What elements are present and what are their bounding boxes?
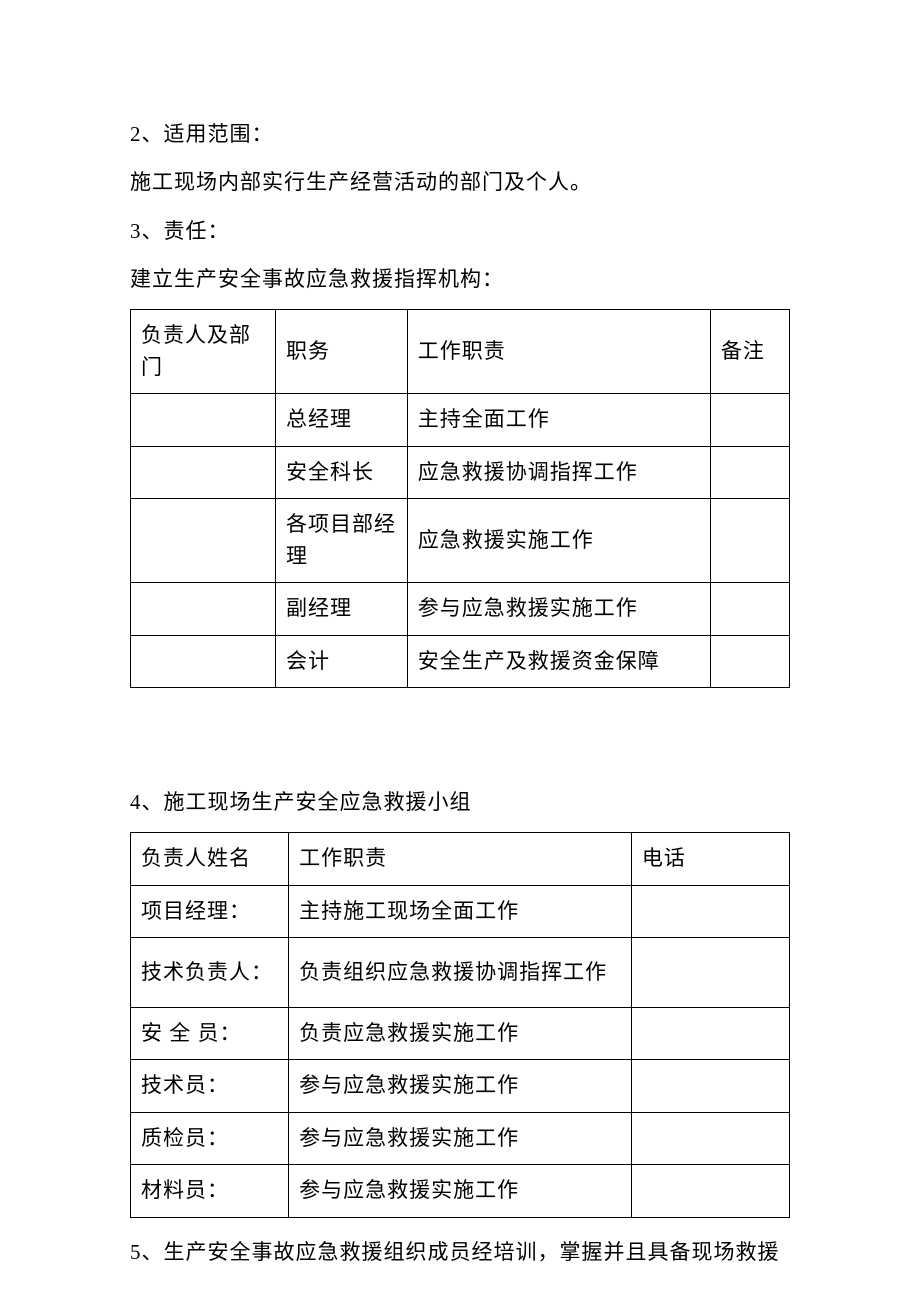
table-cell <box>131 446 276 499</box>
table-cell: 安 全 员： <box>131 1007 289 1060</box>
table-row: 副经理 参与应急救援实施工作 <box>131 583 790 636</box>
table-cell <box>131 394 276 447</box>
table-cell: 负责组织应急救援协调指挥工作 <box>289 938 632 1007</box>
table-row: 质检员： 参与应急救援实施工作 <box>131 1112 790 1165</box>
table-header-cell: 电话 <box>631 833 789 886</box>
table-row: 各项目部经理 应急救援实施工作 <box>131 499 790 583</box>
table-row: 安 全 员： 负责应急救援实施工作 <box>131 1007 790 1060</box>
table-cell: 质检员： <box>131 1112 289 1165</box>
table-cell: 主持施工现场全面工作 <box>289 885 632 938</box>
table-cell: 安全生产及救援资金保障 <box>407 635 710 688</box>
table-cell <box>631 1165 789 1218</box>
table-cell: 材料员： <box>131 1165 289 1218</box>
table-row: 负责人姓名 工作职责 电话 <box>131 833 790 886</box>
table-cell <box>631 1007 789 1060</box>
table-cell: 总经理 <box>275 394 407 447</box>
table-cell <box>131 635 276 688</box>
table-cell <box>131 499 276 583</box>
table-cell: 各项目部经理 <box>275 499 407 583</box>
table-row: 技术负责人： 负责组织应急救援协调指挥工作 <box>131 938 790 1007</box>
rescue-team-table: 负责人姓名 工作职责 电话 项目经理： 主持施工现场全面工作 技术负责人： 负责… <box>130 832 790 1217</box>
table-cell <box>631 1060 789 1113</box>
table-row: 负责人及部门 职务 工作职责 备注 <box>131 310 790 394</box>
table-cell: 会计 <box>275 635 407 688</box>
table-row: 总经理 主持全面工作 <box>131 394 790 447</box>
table-cell <box>710 394 789 447</box>
section5-body: 5、生产安全事故应急救援组织成员经培训，掌握并且具备现场救援 <box>130 1228 790 1276</box>
section2-body: 施工现场内部实行生产经营活动的部门及个人。 <box>130 158 790 206</box>
table-header-cell: 负责人及部门 <box>131 310 276 394</box>
table-cell <box>710 499 789 583</box>
section3-body: 建立生产安全事故应急救援指挥机构： <box>130 255 790 303</box>
table-cell <box>631 885 789 938</box>
table-cell: 技术员： <box>131 1060 289 1113</box>
table-cell: 副经理 <box>275 583 407 636</box>
table-row: 会计 安全生产及救援资金保障 <box>131 635 790 688</box>
section2-heading: 2、适用范围： <box>130 110 790 158</box>
responsibility-table: 负责人及部门 职务 工作职责 备注 总经理 主持全面工作 安全科长 应急救援协调… <box>130 309 790 688</box>
table-cell <box>631 1112 789 1165</box>
table-cell: 参与应急救援实施工作 <box>289 1165 632 1218</box>
table-header-cell: 负责人姓名 <box>131 833 289 886</box>
table-cell: 负责应急救援实施工作 <box>289 1007 632 1060</box>
table-cell: 参与应急救援实施工作 <box>407 583 710 636</box>
section4-heading: 4、施工现场生产安全应急救援小组 <box>130 778 790 826</box>
table-cell: 应急救援协调指挥工作 <box>407 446 710 499</box>
spacer <box>130 698 790 778</box>
table-row: 项目经理： 主持施工现场全面工作 <box>131 885 790 938</box>
table-cell <box>131 583 276 636</box>
table-header-cell: 职务 <box>275 310 407 394</box>
table-row: 技术员： 参与应急救援实施工作 <box>131 1060 790 1113</box>
table-cell: 参与应急救援实施工作 <box>289 1060 632 1113</box>
section3-heading: 3、责任： <box>130 207 790 255</box>
table-cell: 参与应急救援实施工作 <box>289 1112 632 1165</box>
table-row: 安全科长 应急救援协调指挥工作 <box>131 446 790 499</box>
table-row: 材料员： 参与应急救援实施工作 <box>131 1165 790 1218</box>
table-cell <box>710 446 789 499</box>
table-cell: 安全科长 <box>275 446 407 499</box>
table-cell: 项目经理： <box>131 885 289 938</box>
table-cell <box>631 938 789 1007</box>
table-header-cell: 工作职责 <box>289 833 632 886</box>
table-header-cell: 备注 <box>710 310 789 394</box>
table-cell <box>710 583 789 636</box>
table-cell: 技术负责人： <box>131 938 289 1007</box>
table-cell <box>710 635 789 688</box>
table-cell: 应急救援实施工作 <box>407 499 710 583</box>
table-header-cell: 工作职责 <box>407 310 710 394</box>
table-cell: 主持全面工作 <box>407 394 710 447</box>
